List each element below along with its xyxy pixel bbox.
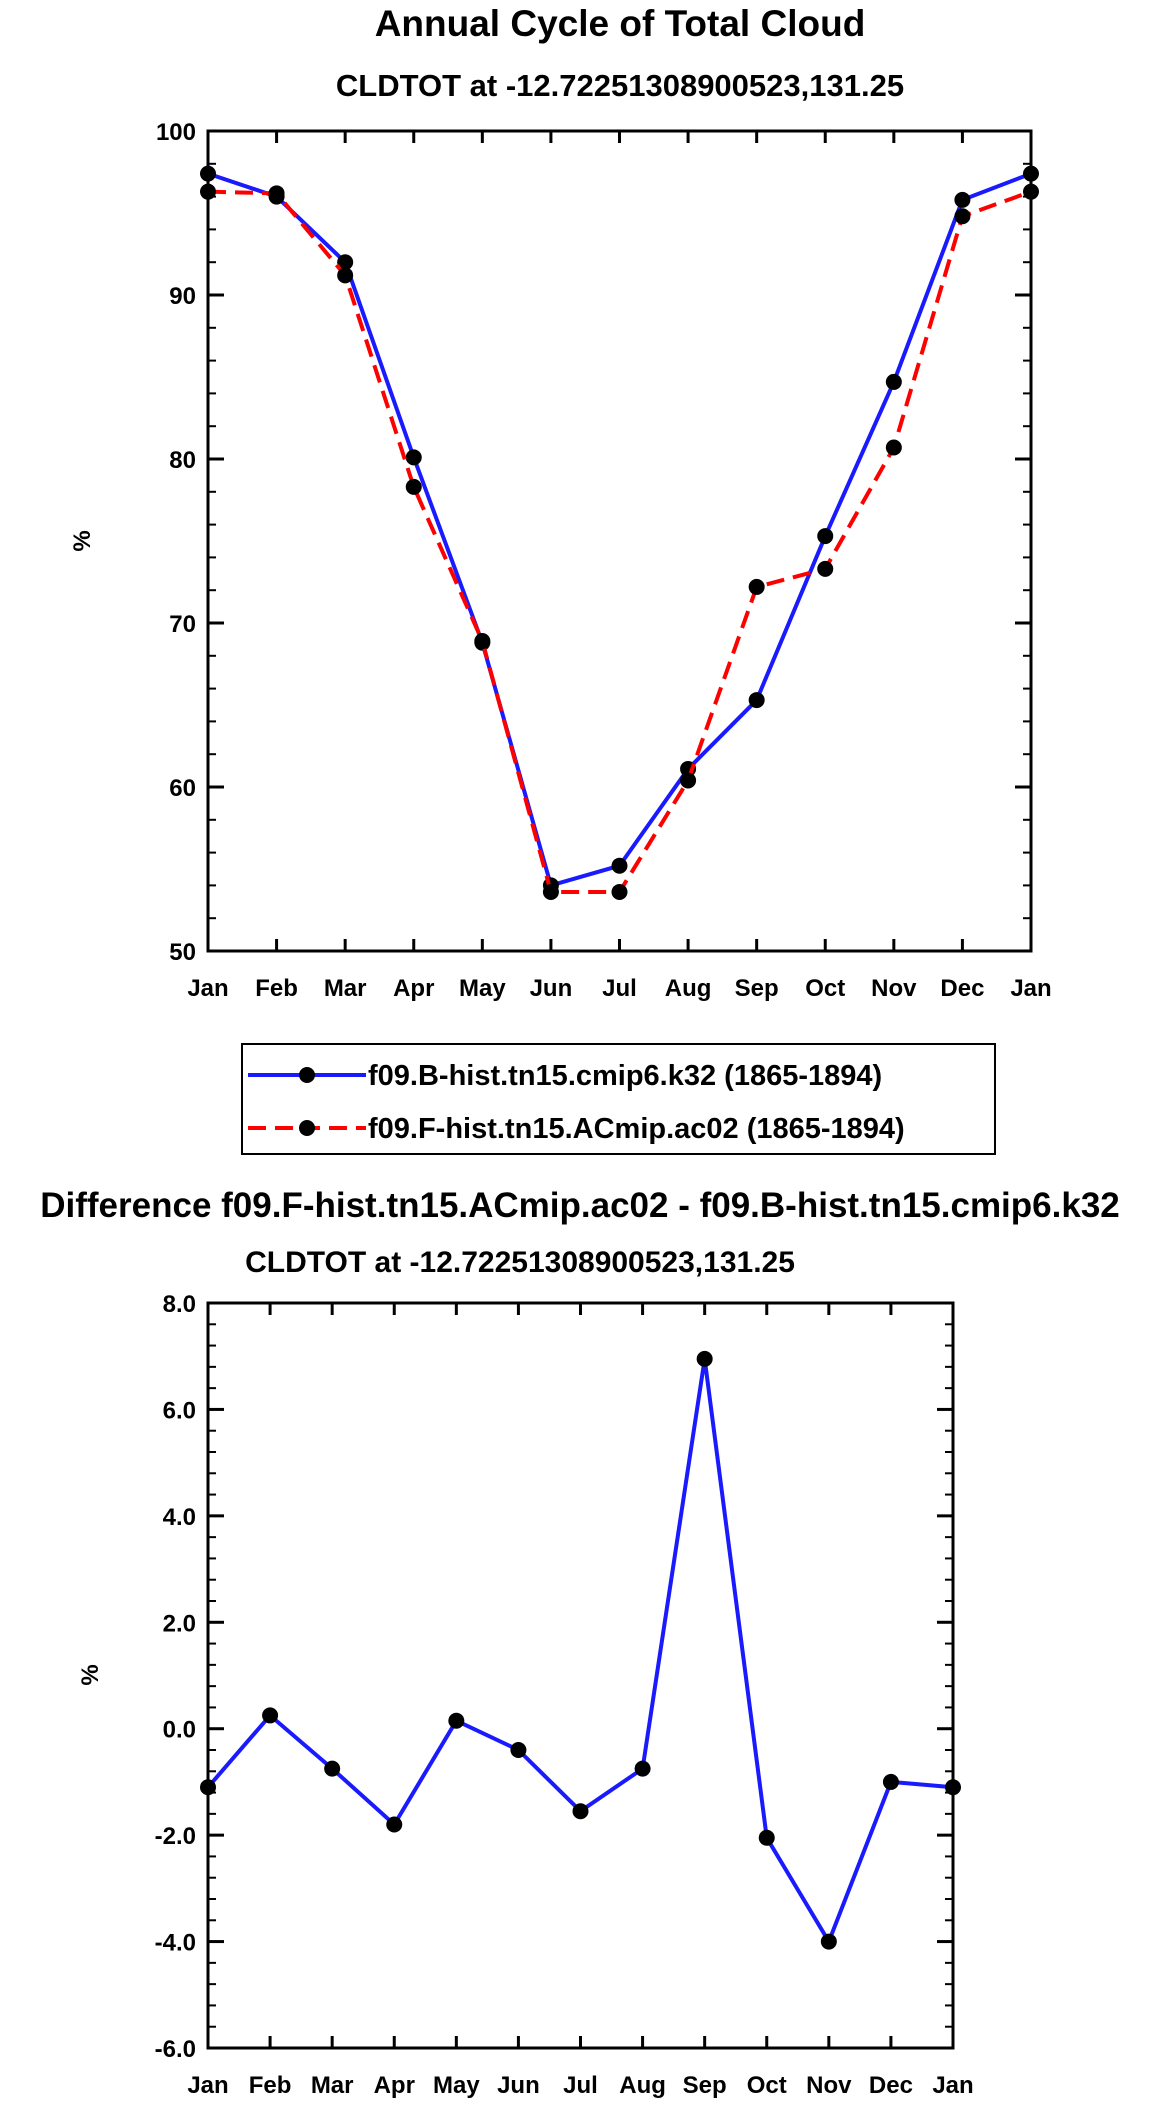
cycle-series-1-point bbox=[611, 857, 628, 874]
legend-marker-series-2 bbox=[299, 1120, 315, 1136]
cycle-series-2-point bbox=[954, 208, 971, 225]
difference-title: Difference f09.F-hist.tn15.ACmip.ac02 - … bbox=[40, 1186, 1120, 1225]
y-tick-label: -4.0 bbox=[155, 1930, 196, 1957]
diff-series-1-point bbox=[448, 1712, 465, 1729]
x-tick-label: Jun bbox=[530, 975, 573, 1002]
diff-series-1-point bbox=[510, 1742, 527, 1758]
difference-plot-frame bbox=[206, 1301, 955, 2050]
y-tick-label: 4.0 bbox=[163, 1504, 196, 1531]
legend-marker-series-1 bbox=[299, 1067, 315, 1083]
x-tick-label: Mar bbox=[311, 2072, 354, 2099]
cycle-series-1-point bbox=[817, 528, 834, 545]
cycle-series-2-point bbox=[885, 439, 902, 456]
diff-series-1-point bbox=[696, 1350, 713, 1367]
difference-y-axis-label: % bbox=[77, 1664, 104, 1685]
x-tick-label: Jan bbox=[187, 975, 228, 1002]
x-tick-label: Dec bbox=[869, 2072, 913, 2099]
diff-series-1-point bbox=[758, 1829, 775, 1846]
x-tick-label: Dec bbox=[940, 975, 984, 1002]
legend-box bbox=[241, 1043, 996, 1155]
x-tick-label: Aug bbox=[619, 2072, 666, 2099]
cycle-series-2-point bbox=[611, 883, 628, 900]
cycle-series-1-point bbox=[885, 373, 902, 390]
y-tick-label: 80 bbox=[169, 447, 196, 474]
y-tick-label: 8.0 bbox=[163, 1291, 196, 1318]
x-tick-label: Jan bbox=[1010, 975, 1051, 1002]
x-tick-label: Feb bbox=[249, 2072, 292, 2099]
x-tick-label: Nov bbox=[871, 975, 917, 1002]
cycle-series-2-point bbox=[268, 185, 285, 202]
y-axis-label: % bbox=[69, 530, 96, 551]
difference-chart: Difference f09.F-hist.tn15.ACmip.ac02 - … bbox=[40, 1186, 1120, 2099]
x-tick-label: May bbox=[459, 975, 506, 1002]
diff-series-1-point bbox=[634, 1760, 651, 1777]
x-tick-label: Jun bbox=[497, 2072, 540, 2099]
cycle-series-1-point bbox=[337, 254, 354, 271]
y-tick-label: 2.0 bbox=[163, 1610, 196, 1637]
y-tick-label: 100 bbox=[156, 119, 196, 146]
x-tick-label: Mar bbox=[324, 975, 367, 1002]
y-tick-label: 60 bbox=[169, 775, 196, 802]
chart-title: Annual Cycle of Total Cloud bbox=[375, 3, 866, 44]
cycle-series-1-point bbox=[405, 449, 422, 466]
x-tick-label: Sep bbox=[735, 975, 779, 1002]
x-tick-label: Jan bbox=[187, 2072, 228, 2099]
diff-series-1-point bbox=[386, 1816, 403, 1833]
cycle-series-2-point bbox=[337, 267, 354, 284]
x-tick-label: Apr bbox=[374, 2072, 415, 2099]
legend-label-series-1: f09.B-hist.tn15.cmip6.k32 (1865-1894) bbox=[368, 1060, 882, 1092]
x-tick-label: Nov bbox=[806, 2072, 852, 2099]
y-tick-label: 0.0 bbox=[163, 1717, 196, 1744]
y-tick-label: 90 bbox=[169, 283, 196, 310]
legend-label-series-2: f09.F-hist.tn15.ACmip.ac02 (1865-1894) bbox=[368, 1113, 905, 1145]
x-tick-label: Jul bbox=[563, 2072, 598, 2099]
cycle-series-2-point bbox=[474, 633, 491, 650]
diff-series-1-point bbox=[324, 1760, 341, 1777]
legend: f09.B-hist.tn15.cmip6.k32 (1865-1894) f0… bbox=[241, 1043, 996, 1155]
x-tick-label: Aug bbox=[665, 975, 712, 1002]
difference-subtitle: CLDTOT at -12.72251308900523,131.25 bbox=[245, 1246, 795, 1279]
plot-frame bbox=[206, 129, 1033, 953]
cycle-series-line-1 bbox=[207, 171, 1032, 888]
y-tick-label: 70 bbox=[169, 611, 196, 638]
cycle-series-1-point bbox=[748, 692, 765, 709]
cycle-series-1-point bbox=[954, 191, 971, 208]
x-tick-label: Sep bbox=[683, 2072, 727, 2099]
diff-series-line-1 bbox=[206, 1358, 954, 1947]
diff-series-1-point bbox=[262, 1707, 279, 1724]
x-tick-label: Jul bbox=[602, 975, 637, 1002]
cycle-series-2-point bbox=[542, 883, 559, 900]
x-tick-label: Oct bbox=[805, 975, 845, 1002]
x-tick-label: Feb bbox=[255, 975, 298, 1002]
x-tick-label: Apr bbox=[393, 975, 434, 1002]
chart-subtitle: CLDTOT at -12.72251308900523,131.25 bbox=[336, 68, 904, 103]
y-tick-label: -6.0 bbox=[155, 2036, 196, 2063]
x-tick-label: Oct bbox=[747, 2072, 787, 2099]
cycle-series-2-point bbox=[817, 560, 834, 577]
diff-series-1-point bbox=[572, 1803, 589, 1820]
diff-series-1-point bbox=[820, 1933, 837, 1950]
cycle-series-2-point bbox=[680, 772, 697, 789]
cycle-series-line-2 bbox=[207, 189, 1032, 894]
annual-cycle-chart: Annual Cycle of Total Cloud CLDTOT at -1… bbox=[69, 3, 1052, 1002]
y-tick-label: 6.0 bbox=[163, 1397, 196, 1424]
y-tick-label: 50 bbox=[169, 939, 196, 966]
diff-series-1-point bbox=[882, 1773, 899, 1790]
cycle-series-2-point bbox=[748, 578, 765, 595]
cycle-series-2-point bbox=[405, 478, 422, 495]
x-tick-label: Jan bbox=[932, 2072, 973, 2099]
y-tick-label: -2.0 bbox=[155, 1823, 196, 1850]
x-tick-label: May bbox=[433, 2072, 480, 2099]
